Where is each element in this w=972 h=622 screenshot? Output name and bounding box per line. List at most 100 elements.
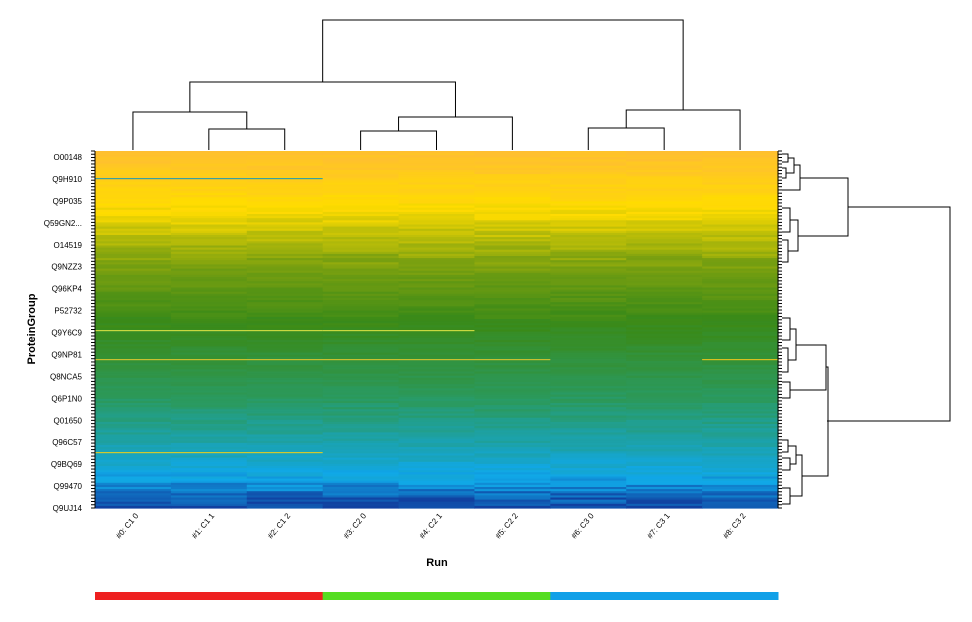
heatmap-cell — [322, 390, 400, 394]
heatmap-cell — [398, 260, 476, 263]
heatmap-cell — [170, 321, 248, 324]
x-tick-label: #3: C2 0 — [342, 511, 369, 540]
heatmap-cell — [474, 470, 551, 473]
heatmap-cell — [550, 167, 627, 171]
heatmap-cell — [626, 375, 703, 379]
heatmap-cell — [246, 314, 324, 318]
heatmap-cell — [474, 279, 551, 282]
heatmap-cell — [170, 503, 248, 507]
heatmap-cell — [246, 348, 324, 352]
heatmap-cell — [322, 421, 400, 425]
heatmap-cell — [702, 440, 779, 444]
heatmap-cell — [170, 447, 248, 450]
heatmap-cell — [246, 260, 324, 263]
heatmap-cell — [474, 321, 551, 324]
heatmap-cell — [550, 199, 627, 202]
heatmap-cell — [246, 281, 324, 284]
heatmap-cell — [246, 232, 324, 236]
heatmap-cell — [170, 392, 248, 396]
y-tick-label: Q99470 — [54, 482, 83, 491]
dendrogram-branch — [798, 177, 849, 237]
heatmap-cell — [702, 161, 779, 165]
heatmap-cell — [550, 312, 627, 316]
x-tick-label: #5: C2 2 — [494, 511, 521, 540]
heatmap-cell — [550, 352, 627, 356]
heatmap-cell — [702, 281, 779, 284]
heatmap-cell — [322, 350, 400, 354]
heatmap-cell — [95, 327, 172, 331]
heatmap-cell — [170, 501, 248, 505]
heatmap-cell — [95, 466, 172, 469]
heatmap-cell — [550, 174, 627, 177]
heatmap-cell — [626, 361, 703, 364]
heatmap-cell — [322, 251, 400, 255]
x-tick-label: #7: C3 1 — [645, 511, 672, 540]
heatmap-cell — [474, 180, 551, 184]
heatmap-cell — [246, 409, 324, 412]
heatmap-cell — [170, 235, 248, 238]
heatmap-cell — [322, 417, 400, 421]
heatmap-cell — [626, 499, 703, 503]
heatmap-cell — [398, 495, 476, 499]
heatmap-cell — [474, 361, 551, 364]
heatmap-cell — [170, 409, 248, 412]
heatmap-cell — [95, 346, 172, 349]
heatmap-cell — [702, 302, 779, 305]
heatmap-cell — [95, 289, 172, 293]
heatmap-cell — [626, 377, 703, 381]
heatmap-cell — [246, 243, 324, 247]
heatmap-cell — [474, 211, 551, 215]
heatmap-cell — [95, 367, 172, 370]
heatmap-cell — [95, 319, 172, 322]
heatmap-cell — [550, 398, 627, 402]
heatmap-cell — [170, 449, 248, 452]
heatmap-cell — [626, 281, 703, 284]
heatmap-cell — [398, 463, 476, 467]
heatmap-cell — [550, 489, 627, 492]
heatmap-cell — [170, 499, 248, 503]
heatmap-cell — [246, 487, 324, 490]
heatmap-cell — [322, 453, 400, 457]
heatmap-cell — [474, 484, 551, 488]
heatmap-cell — [95, 419, 172, 423]
heatmap-cell — [170, 350, 248, 354]
heatmap-cell — [626, 209, 703, 213]
heatmap-cell — [398, 285, 476, 289]
heatmap-cell — [398, 157, 476, 160]
heatmap-cell — [398, 361, 476, 364]
heatmap-cell — [322, 455, 400, 459]
heatmap-cell — [550, 281, 627, 284]
heatmap-cell — [474, 201, 551, 205]
heatmap-cell — [95, 379, 172, 383]
heatmap-cell — [95, 182, 172, 186]
heatmap-cell — [626, 201, 703, 205]
heatmap-cell — [246, 428, 324, 431]
heatmap-cell — [550, 243, 627, 247]
heatmap-cell — [170, 193, 248, 196]
heatmap-cell — [170, 291, 248, 295]
heatmap-cell — [550, 337, 627, 341]
heatmap-cell — [550, 270, 627, 274]
heatmap-cell — [246, 230, 324, 234]
heatmap-cell — [398, 382, 476, 385]
heatmap-cell — [398, 350, 476, 354]
heatmap-cell — [702, 241, 779, 244]
heatmap-cell — [170, 323, 248, 326]
heatmap-cell — [626, 155, 703, 158]
x-tick-label: #1: C1 1 — [190, 511, 217, 540]
heatmap-cell — [550, 295, 627, 299]
heatmap-cell — [702, 232, 779, 236]
heatmap-cell — [702, 352, 779, 356]
heatmap-cell — [95, 304, 172, 307]
heatmap-cell — [322, 321, 400, 324]
heatmap-cell — [474, 316, 551, 320]
heatmap-cell — [398, 262, 476, 265]
heatmap-cell — [550, 304, 627, 307]
heatmap-cell — [95, 409, 172, 412]
heatmap-cell — [398, 279, 476, 282]
heatmap-cell — [398, 228, 476, 232]
heatmap-cell — [322, 281, 400, 284]
heatmap-cell — [550, 461, 627, 465]
heatmap-cell — [170, 493, 248, 496]
heatmap-cell — [246, 327, 324, 331]
